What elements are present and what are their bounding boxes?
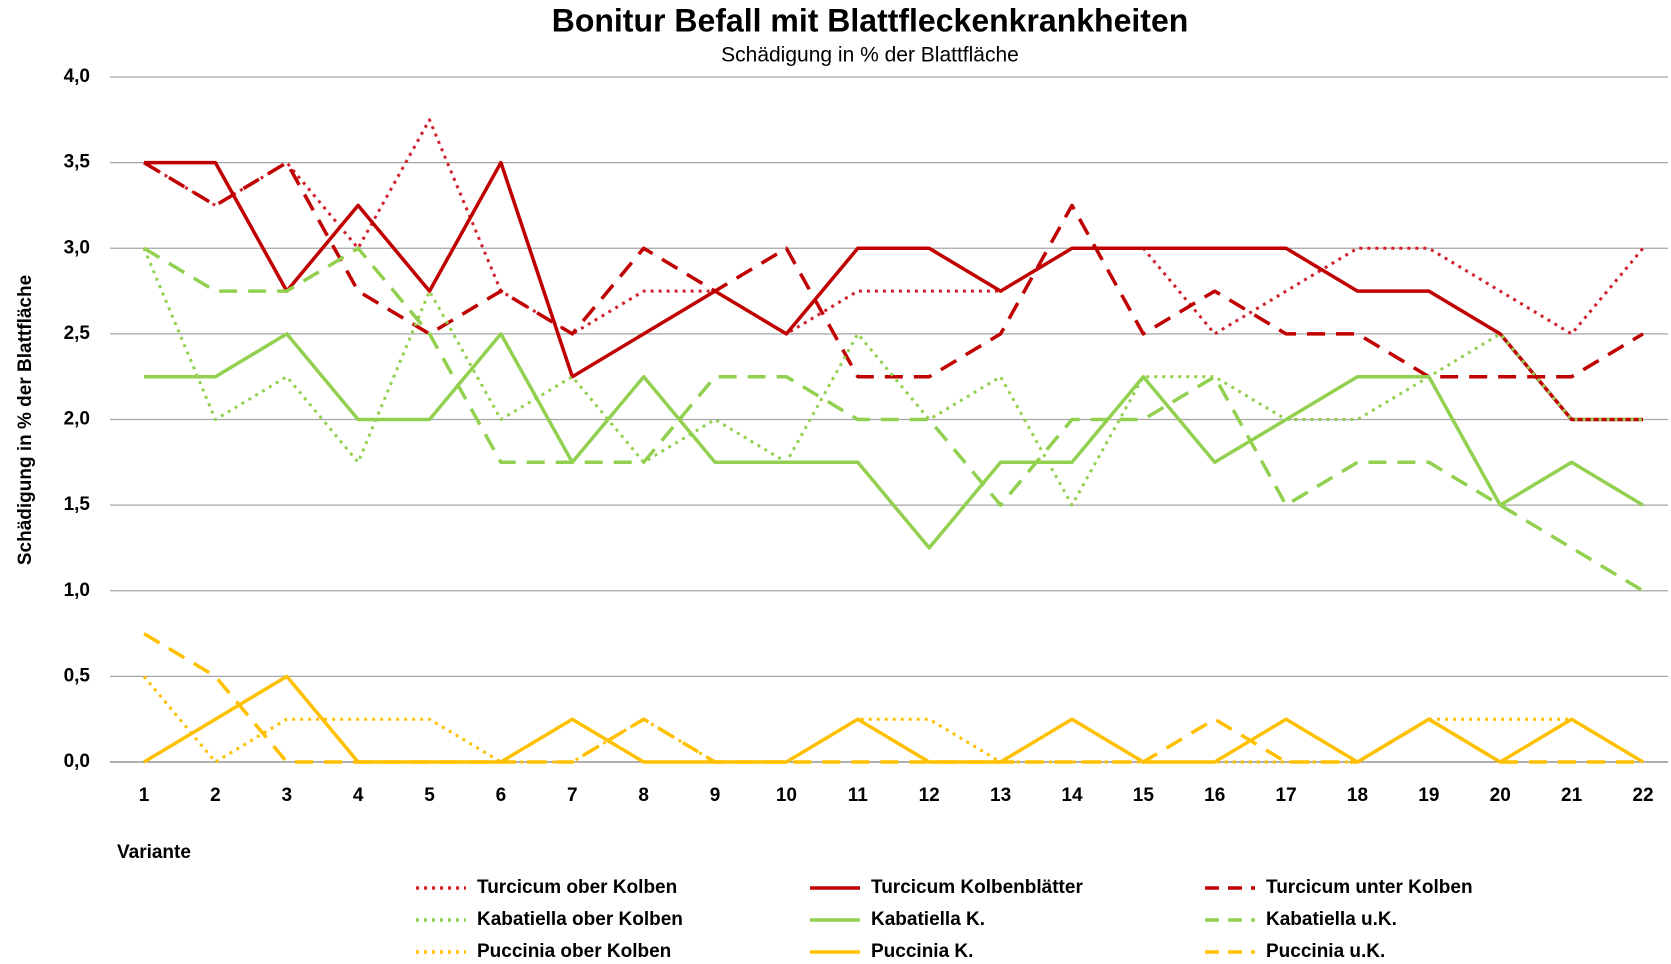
x-tick-label: 7 [567, 785, 578, 806]
y-tick-label: 1,5 [64, 494, 91, 515]
series-line [142, 675, 1644, 764]
x-tick-label: 14 [1061, 785, 1083, 806]
x-tick-label: 22 [1632, 785, 1653, 806]
x-tick-label: 5 [424, 785, 435, 806]
chart-subtitle: Schädigung in % der Blattfläche [721, 44, 1019, 67]
y-tick-label: 0,0 [64, 751, 90, 772]
series-line [143, 118, 1645, 336]
y-axis-label: Schädigung in % der Blattfläche [15, 275, 36, 565]
chart-title: Bonitur Befall mit Blattfleckenkrankheit… [552, 2, 1189, 38]
y-tick-label: 0,5 [64, 665, 91, 686]
x-tick-label: 4 [353, 785, 364, 806]
x-tick-label: 12 [919, 785, 940, 806]
legend-label: Puccinia u.K. [1266, 941, 1385, 962]
legend-label: Turcicum ober Kolben [477, 877, 677, 898]
x-tick-label: 21 [1561, 785, 1583, 806]
x-tick-label: 17 [1276, 785, 1297, 806]
x-tick-label: 6 [496, 785, 507, 806]
x-tick-label: 3 [281, 785, 292, 806]
y-tick-label: 2,0 [64, 409, 90, 430]
series-line [142, 247, 1643, 507]
x-tick-label: 16 [1204, 785, 1225, 806]
x-tick-label: 9 [710, 785, 721, 806]
legend-label: Turcicum Kolbenblätter [871, 877, 1083, 898]
y-tick-label: 1,0 [64, 580, 90, 601]
y-tick-label: 3,5 [64, 152, 91, 173]
legend-label: Puccinia K. [871, 941, 973, 962]
legend-label: Puccinia ober Kolben [477, 941, 671, 962]
x-tick-label: 20 [1490, 785, 1511, 806]
x-tick-label: 2 [210, 785, 221, 806]
legend-label: Kabatiella K. [871, 909, 985, 930]
series-line [144, 332, 1644, 550]
series-line [143, 632, 1643, 764]
x-tick-label: 13 [990, 785, 1011, 806]
x-axis-label: Variante [117, 842, 191, 863]
x-tick-label: 18 [1347, 785, 1368, 806]
x-tick-label: 15 [1133, 785, 1155, 806]
x-tick-label: 10 [776, 785, 797, 806]
legend-label: Turcicum unter Kolben [1266, 877, 1473, 898]
legend-label: Kabatiella u.K. [1266, 909, 1397, 930]
x-tick-label: 1 [139, 785, 150, 806]
x-tick-label: 11 [848, 785, 869, 806]
x-tick-label: 8 [638, 785, 649, 806]
legend-label: Kabatiella ober Kolben [477, 909, 683, 930]
x-tick-label: 19 [1418, 785, 1439, 806]
y-tick-label: 4,0 [64, 66, 90, 87]
series-line [144, 160, 1643, 422]
y-tick-label: 2,5 [64, 323, 91, 344]
y-tick-label: 3,0 [64, 237, 90, 258]
series-line [143, 160, 1644, 379]
series-line [143, 246, 1644, 593]
